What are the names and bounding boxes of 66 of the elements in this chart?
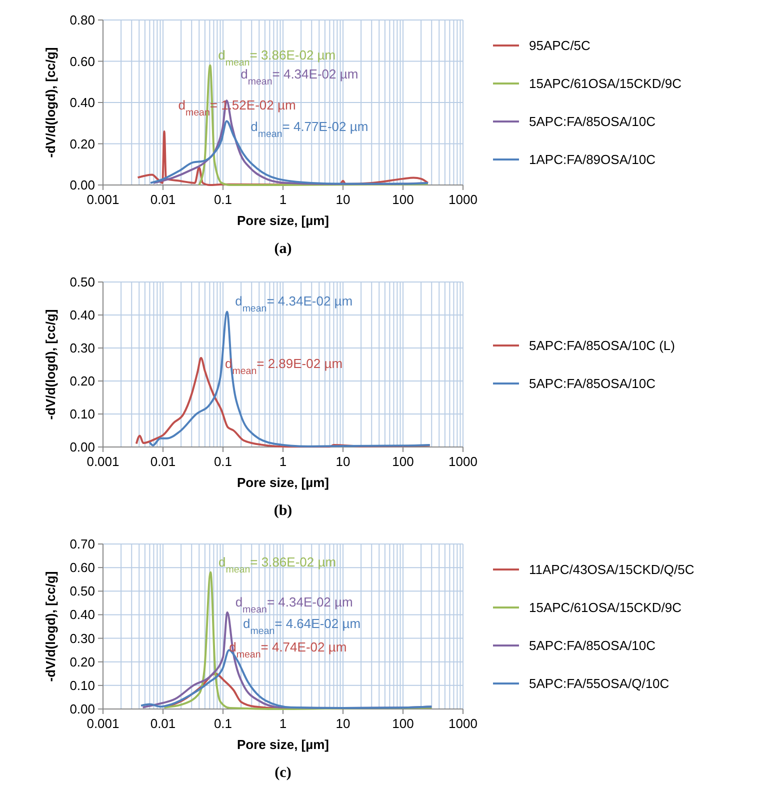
x-tick-label: 100	[392, 716, 414, 731]
y-tick-label: 0.30	[70, 340, 95, 356]
legend-label: 5APC:FA/55OSA/Q/10C	[529, 676, 670, 691]
y-tick-label: 0.40	[70, 95, 95, 110]
text: (c)	[274, 765, 292, 781]
legend-label: 5APC:FA/85OSA/10C	[529, 376, 656, 391]
y-tick-label: 0.20	[70, 654, 95, 670]
y-axis-title: -dV/d(logd), [cc/g]	[43, 47, 58, 158]
y-tick-label: 0.80	[70, 12, 95, 28]
y-tick-label: 0.20	[70, 136, 95, 152]
annotation: d$_{mean}$= 4.34E-02 µm	[240, 66, 358, 87]
y-axis-title: -dV/d(logd), [cc/g]	[43, 571, 58, 682]
x-tick-label: 1	[279, 454, 287, 469]
legend-label: 5APC:FA/85OSA/10C (L)	[529, 338, 675, 353]
y-tick-label: 0.40	[70, 308, 95, 322]
x-tick-label: 0.001	[86, 192, 120, 207]
annotation: d$_{mean}$= 3.86E-02 µm	[218, 47, 336, 68]
y-tick-label: 0.10	[70, 406, 95, 422]
x-tick-label: 1000	[448, 192, 478, 207]
y-tick-label: 0.10	[70, 678, 95, 693]
x-tick-label: 10	[336, 716, 350, 731]
legend-label: 95APC/5C	[529, 38, 590, 53]
y-tick-label: 0.00	[70, 702, 95, 716]
x-tick-label: 10	[336, 192, 350, 207]
x-tick-label: 0.1	[214, 716, 232, 731]
x-tick-label: 0.01	[150, 716, 176, 731]
x-tick-label: 1	[279, 192, 287, 207]
x-tick-label: 0.1	[214, 192, 232, 207]
y-tick-label: 0.60	[70, 560, 95, 576]
legend-label: 11APC/43OSA/15CKD/Q/5C	[529, 562, 694, 577]
x-tick-label: 1000	[448, 716, 478, 731]
legend-label: 5APC:FA/85OSA/10C	[529, 114, 656, 129]
y-tick-label: 0.30	[70, 630, 95, 646]
y-tick-label: 0.50	[70, 274, 95, 290]
y-axis-title: -dV/d(logd), [cc/g]	[43, 309, 58, 420]
legend-label: 5APC:FA/85OSA/10C	[529, 638, 656, 653]
x-tick-label: 100	[392, 454, 414, 469]
y-tick-label: 0.00	[70, 178, 95, 192]
x-axis-title: Pore size, [µm]	[236, 475, 330, 490]
annotation: d$_{mean}$= 4.64E-02 µm	[243, 616, 361, 637]
x-tick-label: 0.1	[214, 454, 232, 469]
annotation: d$_{mean}$= 4.34E-02 µm	[235, 294, 353, 314]
y-tick-label: 0.50	[70, 584, 95, 599]
y-tick-label: 0.20	[70, 374, 95, 388]
y-tick-label: 0.60	[70, 54, 95, 69]
y-tick-label: 0.70	[70, 536, 95, 552]
legend-label: 15APC/61OSA/15CKD/9C	[529, 76, 682, 91]
x-tick-label: 1000	[448, 454, 478, 469]
annotation: d$_{mean}$= 4.34E-02 µm	[235, 594, 353, 615]
x-axis-title: Pore size, [µm]	[236, 213, 330, 228]
text: (b)	[274, 503, 292, 519]
x-axis-title: Pore size, [µm]	[236, 737, 330, 752]
text: (a)	[274, 241, 292, 257]
legend-label: 1APC:FA/89OSA/10C	[529, 152, 656, 167]
x-tick-label: 1	[279, 716, 287, 731]
legend-label: 15APC/61OSA/15CKD/9C	[529, 600, 682, 615]
y-tick-label: 0.00	[70, 440, 95, 454]
x-tick-label: 0.001	[86, 716, 120, 731]
x-tick-label: 0.01	[150, 192, 176, 207]
x-tick-label: 0.001	[86, 454, 120, 469]
x-tick-label: 10	[336, 454, 350, 469]
x-tick-label: 0.01	[150, 454, 176, 469]
x-tick-label: 100	[392, 192, 414, 207]
annotation: d$_{mean}$= 3.86E-02 µm	[218, 554, 336, 575]
y-tick-label: 0.40	[70, 607, 95, 622]
annotation: d$_{mean}$= 4.77E-02 µm	[250, 119, 368, 140]
